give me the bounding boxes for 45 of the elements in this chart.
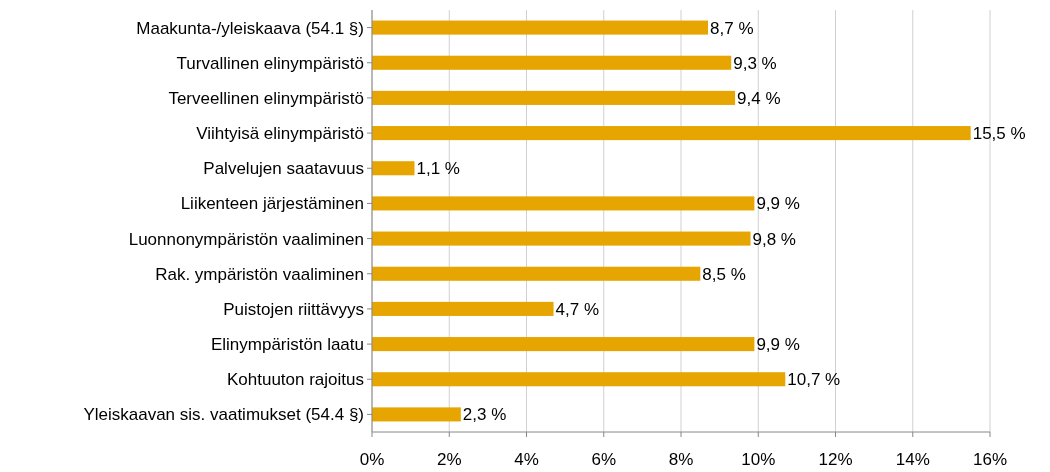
- x-tick-label: 12%: [818, 450, 853, 469]
- bar: [372, 301, 554, 316]
- bar: [372, 407, 461, 422]
- x-tick-label: 2%: [436, 450, 462, 469]
- data-label: 10,7 %: [787, 370, 841, 390]
- y-tick-label: Yleiskaavan sis. vaatimukset (54.4 §): [83, 405, 364, 425]
- bar: [372, 90, 736, 105]
- y-tick-label: Puistojen riittävyys: [223, 299, 364, 319]
- y-tick-label: Turvallinen elinympäristö: [176, 53, 364, 73]
- x-tick-label: 8%: [668, 450, 694, 469]
- data-label: 2,3 %: [462, 405, 507, 425]
- x-tick-label: 0%: [359, 450, 385, 469]
- x-tick-label: 4%: [514, 450, 539, 469]
- y-tick-label: Maakunta-/yleiskaava (54.1 §): [136, 18, 364, 38]
- y-tick-label: Palvelujen saatavuus: [203, 159, 364, 179]
- x-tick-label: 6%: [591, 450, 617, 469]
- x-tick-label: 14%: [895, 450, 930, 469]
- data-label: 9,9 %: [756, 335, 800, 355]
- y-tick-label: Viihtyisä elinympäristö: [196, 124, 364, 144]
- data-label: 15,5 %: [972, 124, 1026, 144]
- bar: [372, 126, 971, 141]
- y-tick-label: Terveellinen elinympäristö: [168, 88, 364, 108]
- bar: [372, 20, 709, 35]
- bar: [372, 372, 786, 387]
- y-tick-label: Elinympäristön laatu: [210, 335, 364, 355]
- bar: [372, 231, 751, 246]
- data-label: 9,4 %: [737, 88, 781, 108]
- data-label: 9,9 %: [756, 194, 800, 214]
- data-label: 1,1 %: [416, 159, 460, 179]
- y-tick-label: Kohtuuton rajoitus: [226, 370, 364, 390]
- x-tick-label: 16%: [972, 450, 1008, 469]
- bar: [372, 55, 732, 70]
- y-tick-label: Luonnonympäristön vaaliminen: [128, 229, 364, 249]
- y-tick-label: Rak. ympäristön vaaliminen: [155, 264, 364, 284]
- x-tick-label: 10%: [741, 450, 776, 469]
- data-label: 4,7 %: [555, 299, 600, 319]
- data-label: 8,7 %: [710, 18, 754, 38]
- bar: [372, 161, 415, 176]
- data-label: 9,3 %: [733, 53, 777, 73]
- data-label: 8,5 %: [702, 264, 746, 284]
- bar: [372, 337, 755, 352]
- data-label: 9,8 %: [752, 229, 797, 249]
- y-tick-label: Liikenteen järjestäminen: [180, 194, 364, 214]
- bar: [372, 196, 755, 211]
- bar: [372, 266, 701, 281]
